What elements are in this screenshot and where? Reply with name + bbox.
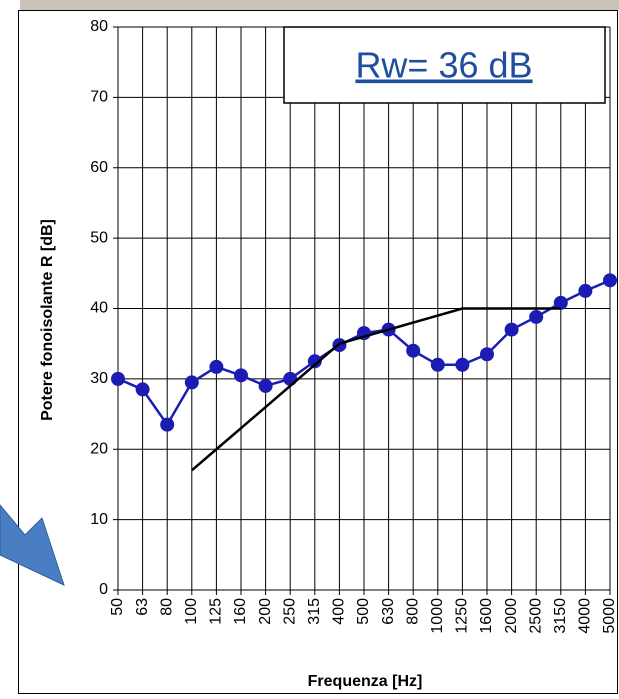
x-tick-label: 1250 bbox=[454, 598, 471, 634]
chart: Frequenza [Hz] Potere fonoisolante R [dB… bbox=[0, 0, 619, 694]
x-tick-label: 800 bbox=[404, 598, 421, 625]
point bbox=[455, 358, 469, 372]
y-tick-label: 0 bbox=[99, 581, 108, 598]
point bbox=[209, 360, 223, 374]
frame bbox=[19, 11, 618, 694]
x-tick-label: 100 bbox=[183, 598, 200, 625]
x-tick-label: 160 bbox=[232, 598, 249, 625]
y-tick-label: 60 bbox=[90, 159, 108, 176]
x-tick-label: 3150 bbox=[552, 598, 569, 634]
point bbox=[136, 382, 150, 396]
point bbox=[480, 347, 494, 361]
point bbox=[505, 323, 519, 337]
point bbox=[529, 310, 543, 324]
point bbox=[234, 368, 248, 382]
y-tick-label: 50 bbox=[90, 229, 108, 246]
x-tick-label: 400 bbox=[331, 598, 348, 625]
x-tick-label: 4000 bbox=[577, 598, 594, 634]
y-tick-label: 40 bbox=[90, 300, 108, 317]
x-tick-label: 1600 bbox=[478, 598, 495, 634]
point bbox=[283, 372, 297, 386]
y-axis-label: Potere fonoisolante R [dB] bbox=[39, 219, 56, 421]
y-tick-label: 70 bbox=[90, 89, 108, 106]
point bbox=[406, 344, 420, 358]
y-tick-label: 30 bbox=[90, 370, 108, 387]
arrow bbox=[0, 505, 64, 585]
point bbox=[578, 284, 592, 298]
x-tick-label: 125 bbox=[208, 598, 225, 625]
point bbox=[603, 273, 617, 287]
point bbox=[111, 372, 125, 386]
x-tick-label: 5000 bbox=[601, 598, 618, 634]
y-tick-label: 80 bbox=[90, 18, 108, 35]
x-tick-label: 63 bbox=[134, 598, 151, 616]
top-image-strip bbox=[20, 0, 619, 10]
point bbox=[259, 379, 273, 393]
point bbox=[160, 418, 174, 432]
x-tick-label: 1000 bbox=[429, 598, 446, 634]
x-tick-label: 50 bbox=[109, 598, 126, 616]
point bbox=[431, 358, 445, 372]
x-tick-label: 250 bbox=[281, 598, 298, 625]
y-tick-label: 20 bbox=[90, 440, 108, 457]
x-tick-label: 2500 bbox=[527, 598, 544, 634]
x-tick-label: 80 bbox=[158, 598, 175, 616]
annotation: Rw= 36 dB bbox=[355, 45, 532, 86]
x-tick-label: 500 bbox=[355, 598, 372, 625]
x-tick-label: 2000 bbox=[503, 598, 520, 634]
x-tick-label: 315 bbox=[306, 598, 323, 625]
x-tick-label: 630 bbox=[380, 598, 397, 625]
x-axis-label: Frequenza [Hz] bbox=[308, 673, 423, 690]
point bbox=[185, 375, 199, 389]
x-tick-label: 200 bbox=[257, 598, 274, 625]
y-tick-label: 10 bbox=[90, 511, 108, 528]
